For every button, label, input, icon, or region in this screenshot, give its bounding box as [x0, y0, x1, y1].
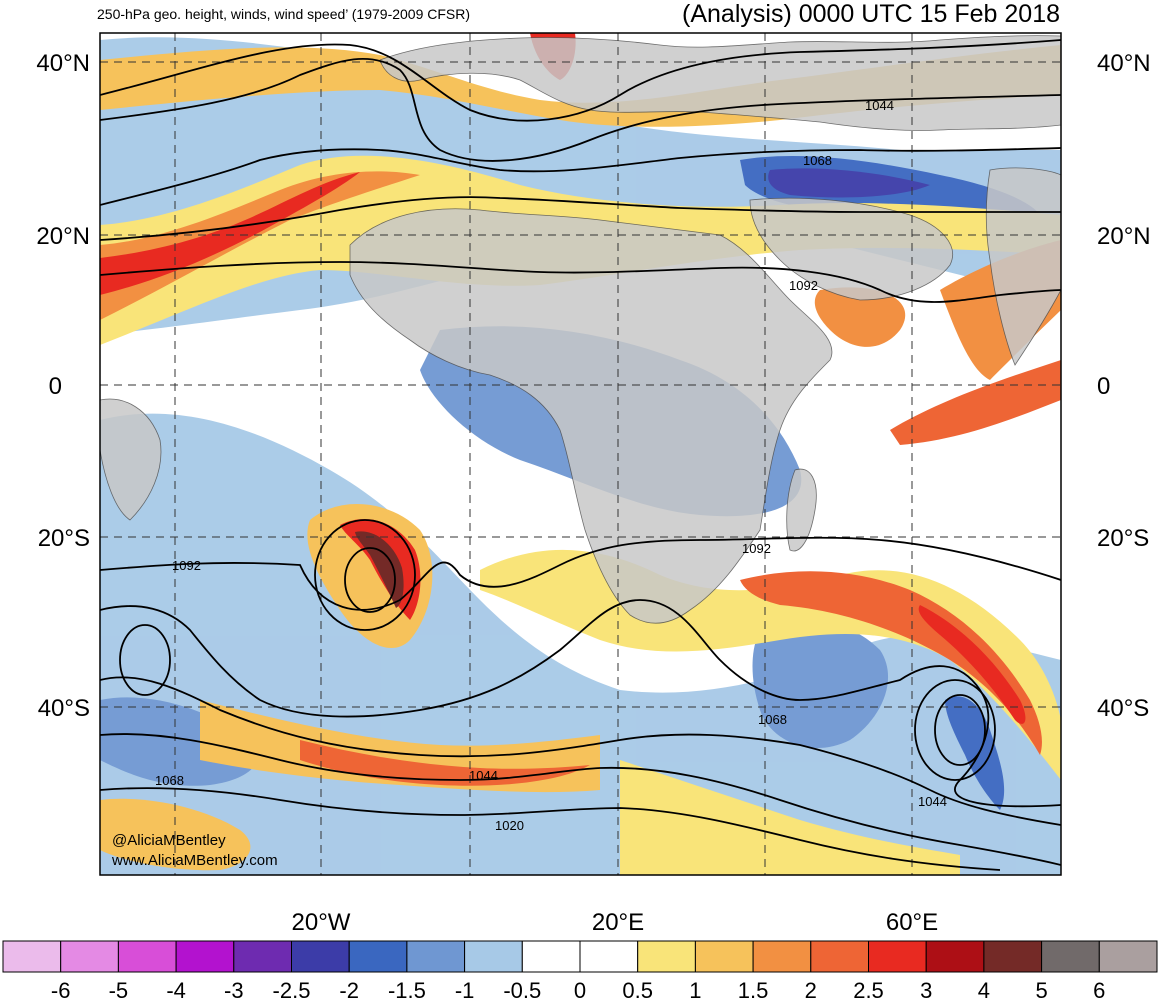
- contour-label: 1044: [469, 768, 498, 783]
- indian-ocean-jet: [814, 287, 906, 347]
- south-jet-max: [918, 605, 1026, 724]
- colorbar-swatch: [810, 940, 869, 973]
- colorbar-tick-label: 2.5: [853, 978, 884, 999]
- figure-subtitle: 250-hPa geo. height, winds, wind speed’ …: [97, 6, 470, 22]
- colorbar-swatch: [60, 940, 119, 973]
- arabia-landmass: [749, 197, 953, 301]
- lat-label: 40°N: [36, 50, 90, 77]
- lon-label: 20°W: [292, 909, 351, 936]
- colorbar-tick-label: 5: [1035, 978, 1047, 999]
- colorbar-swatch: [579, 940, 639, 973]
- colorbar-tick-label: -5: [109, 978, 129, 999]
- colorbar-tick-label: 6: [1093, 978, 1105, 999]
- colorbar-swatch: [637, 940, 696, 973]
- colorbar-tick-label: -4: [166, 978, 186, 999]
- colorbar-swatch: [233, 940, 293, 973]
- colorbar-tick-label: -3: [224, 978, 244, 999]
- colorbar-swatch: [464, 940, 523, 973]
- lat-labels-right: 40°N 20°N 0 20°S 40°S: [1097, 50, 1151, 722]
- colorbar-swatch: [1098, 940, 1158, 973]
- colorbar-tick-label: -1: [455, 978, 475, 999]
- contour-label: 1068: [758, 712, 787, 727]
- contour-label: 1020: [495, 818, 524, 833]
- lat-label: 0: [1097, 373, 1110, 400]
- colorbar-swatch: [694, 940, 754, 973]
- figure-title: (Analysis) 0000 UTC 15 Feb 2018: [682, 0, 1060, 28]
- contour-labels: 1044 1068 1092 1092 1092 1068 1068 1044 …: [155, 98, 947, 833]
- anomaly-blue-south-dark: [752, 619, 889, 749]
- lat-label: 40°S: [1097, 695, 1149, 722]
- colorbar-tick-label: 4: [978, 978, 990, 999]
- colorbar-swatch: [406, 940, 466, 973]
- cutoff-low-jet-max: [355, 531, 404, 608]
- contour-label: 1092: [742, 541, 771, 556]
- colorbar-swatch: [925, 940, 985, 973]
- map-panel: 1044 1068 1092 1092 1092 1068 1068 1044 …: [99, 32, 1062, 876]
- colorbar-swatch: [348, 940, 408, 973]
- colorbar-tick-label: -2: [339, 978, 359, 999]
- colorbar-swatch: [983, 940, 1043, 973]
- colorbar-tick-label: -0.5: [503, 978, 541, 999]
- colorbar-swatch: [291, 940, 350, 973]
- lat-label: 20°S: [1097, 525, 1149, 552]
- lat-label: 20°N: [1097, 223, 1151, 250]
- europe-landmass: [379, 35, 1061, 131]
- colorbar-tick-label: -6: [51, 978, 71, 999]
- land-masses: [100, 35, 1061, 624]
- height-contours: [100, 39, 1061, 871]
- lon-labels: 20°W 20°E 60°E: [292, 909, 939, 936]
- east-south-jet: [620, 760, 960, 875]
- equatorial-jet: [890, 360, 1061, 445]
- colorbar-swatch: [521, 940, 581, 973]
- colorbar-tick-label: 0: [574, 978, 586, 999]
- subtropical-jet-core: [100, 171, 420, 320]
- subtropical-jet-max: [100, 172, 360, 295]
- anomaly-blue-southeast: [945, 696, 1005, 810]
- map-frame: [99, 32, 1062, 876]
- credit-handle: @AliciaMBentley: [112, 832, 226, 849]
- lat-lon-grid: [100, 33, 1061, 875]
- colorbar-tick-label: -1.5: [388, 978, 426, 999]
- colorbar-tick-label: 1: [689, 978, 701, 999]
- colorbar-swatch: [117, 940, 177, 973]
- lon-label: 60°E: [886, 909, 938, 936]
- anomaly-blue-southwest: [100, 697, 258, 786]
- contour-label: 1044: [918, 794, 947, 809]
- colorbar-swatch: [752, 940, 812, 973]
- lat-label: 40°S: [38, 695, 90, 722]
- south-ocean-jet-core: [300, 740, 590, 786]
- lat-labels-left: 40°N 20°N 0 20°S 40°S: [36, 50, 90, 722]
- lat-label: 20°S: [38, 525, 90, 552]
- colorbar-swatch: [175, 940, 235, 973]
- south-america-tip: [100, 398, 162, 521]
- lat-label: 20°N: [36, 223, 90, 250]
- contour-label: 1044: [865, 98, 894, 113]
- madagascar: [786, 468, 817, 552]
- credit-website: www.AliciaMBentley.com: [111, 852, 278, 869]
- lat-label: 40°N: [1097, 50, 1151, 77]
- colorbar-tick-label: -2.5: [273, 978, 311, 999]
- contour-label: 1092: [172, 558, 201, 573]
- anomaly-purple-arabia: [768, 168, 930, 198]
- colorbar-tick-label: 1.5: [738, 978, 769, 999]
- colorbar-swatch: [2, 940, 62, 973]
- contour-label: 1068: [803, 153, 832, 168]
- lat-label: 0: [49, 373, 62, 400]
- colorbar-tick-label: 0.5: [622, 978, 653, 999]
- colorbar-swatch: [868, 940, 927, 973]
- colorbar: -6 -5 -4 -3 -2.5 -2 -1.5 -1 -0.5 0 0.5 1 1.5 2 2.5 3 4 5 6: [2, 940, 1158, 999]
- colorbar-swatch: [1041, 940, 1100, 973]
- lon-label: 20°E: [592, 909, 644, 936]
- colorbar-tick-label: 3: [920, 978, 932, 999]
- contour-label: 1092: [789, 278, 818, 293]
- colorbar-tick-label: 2: [805, 978, 817, 999]
- contour-label: 1068: [155, 773, 184, 788]
- africa-landmass: [349, 208, 833, 624]
